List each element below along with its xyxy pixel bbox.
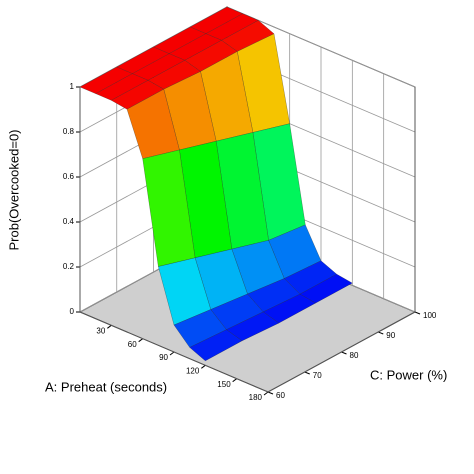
box-edge: [79, 87, 416, 393]
y-tick-label: 100: [423, 311, 437, 320]
x-axis-title: A: Preheat (seconds): [45, 379, 167, 394]
x-tick: [138, 338, 143, 343]
y-tick: [341, 351, 347, 355]
x-tick: [263, 391, 269, 396]
x-tick-label: 30: [96, 326, 105, 335]
y-tick-label: 90: [386, 331, 395, 340]
z-tick-label: 1: [70, 82, 75, 91]
x-tick: [107, 324, 112, 329]
x-tick: [201, 364, 206, 369]
y-tick: [414, 311, 421, 315]
surface-patch: [189, 329, 243, 362]
x-tick-label: 120: [186, 366, 200, 375]
y-tick-label: 60: [276, 391, 285, 400]
z-tick-label: 0.8: [63, 127, 75, 136]
x-tick-label: 180: [249, 393, 263, 402]
x-tick-label: 60: [128, 340, 137, 349]
z-tick-label: 0.2: [63, 262, 75, 271]
y-tick: [378, 331, 384, 335]
z-tick-label: 0.6: [63, 172, 75, 181]
x-tick: [169, 351, 175, 356]
y-axis-title: C: Power (%): [370, 367, 447, 382]
y-tick-label: 70: [313, 371, 322, 380]
z-tick-label: 0.4: [63, 217, 75, 226]
x-tick-label: 90: [159, 353, 168, 362]
y-tick: [267, 391, 274, 395]
x-tick-label: 150: [217, 380, 231, 389]
y-tick-label: 80: [350, 351, 359, 360]
z-axis-title: Prob(Overcooked=0): [6, 129, 21, 250]
z-tick-label: 0: [70, 307, 75, 316]
y-tick: [304, 371, 310, 375]
x-tick: [232, 378, 237, 383]
